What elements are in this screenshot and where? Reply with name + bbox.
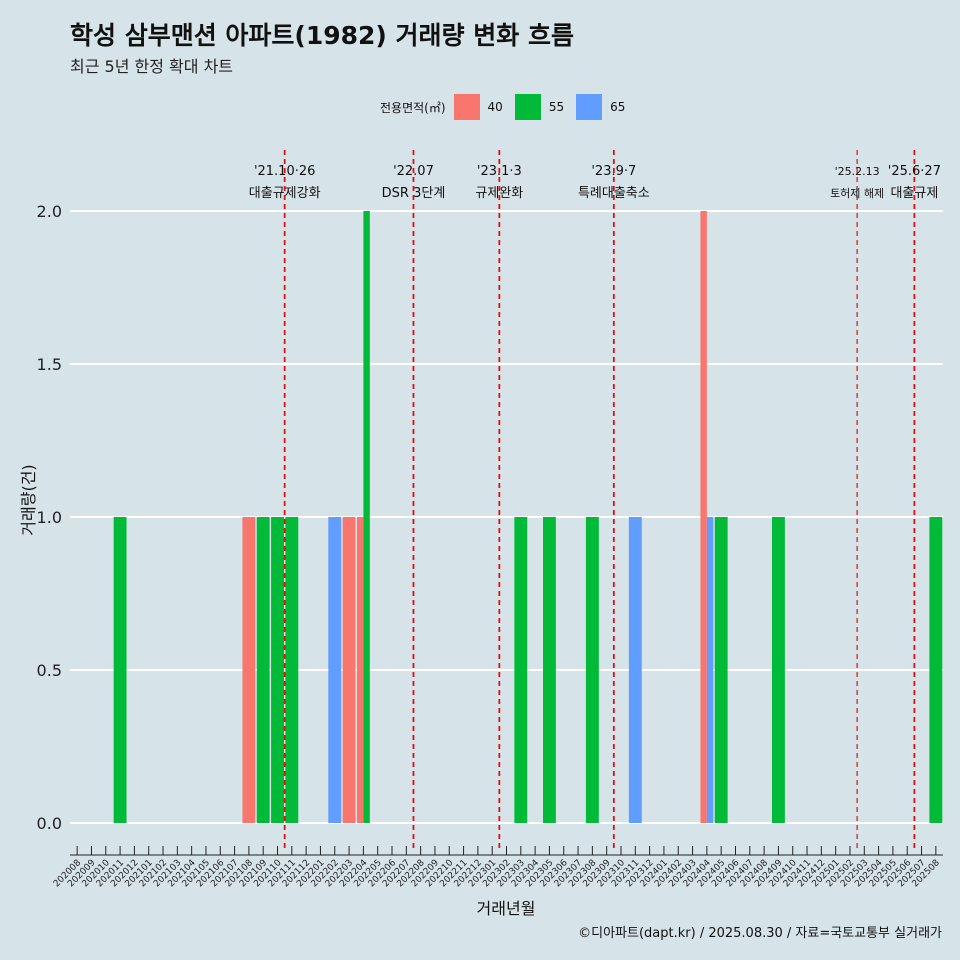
bar-202404-40 <box>700 211 707 823</box>
bar-202110-55 <box>271 517 284 823</box>
bar-202308-55 <box>585 517 599 823</box>
y-tick-label: 2.0 <box>37 202 62 221</box>
event-date-label: '25.6·27 <box>888 164 941 179</box>
event-name-label: 규제완화 <box>475 186 523 201</box>
legend-swatch-40 <box>453 94 480 120</box>
event-date-label: '22.07 <box>393 164 434 179</box>
bar-202409-55 <box>771 517 785 823</box>
bar-202405-55 <box>714 517 728 823</box>
bar-202202-65 <box>328 517 342 823</box>
event-name-label: 토허제 해제 <box>830 186 884 200</box>
x-axis-title: 거래년월 <box>477 899 536 918</box>
bar-202508-55 <box>929 517 943 823</box>
event-name-label: 대출규제강화 <box>249 186 321 201</box>
legend-label-55: 55 <box>548 100 565 114</box>
legend-swatch-65 <box>576 94 603 120</box>
event-date-label: '21.10·26 <box>254 164 315 179</box>
bar-202108-40 <box>242 517 256 823</box>
y-axis-title: 거래량(건) <box>19 464 38 535</box>
y-tick-label: 0.5 <box>37 661 62 680</box>
bar-202011-55 <box>113 517 127 823</box>
bar-202303-55 <box>514 517 528 823</box>
legend-item-40: 40 <box>453 94 503 120</box>
legend-swatch-55 <box>514 94 541 120</box>
bar-202111-55 <box>285 517 299 823</box>
legend-item-55: 55 <box>514 94 565 120</box>
legend: 전용면적(㎡) 40 55 65 <box>380 93 637 121</box>
legend-title: 전용면적(㎡) <box>380 100 446 115</box>
legend-label-40: 40 <box>487 100 503 114</box>
event-date-label: '23.1·3 <box>477 164 522 179</box>
legend-item-65: 65 <box>576 94 625 120</box>
bar-202404-65 <box>706 517 714 823</box>
bar-202203-40 <box>342 517 356 823</box>
event-date-label: '23.9·7 <box>591 164 636 179</box>
bar-202204-40 <box>356 517 364 823</box>
event-name-label: DSR 3단계 <box>382 186 446 201</box>
bar-202311-65 <box>628 517 642 823</box>
chart-subtitle: 최근 5년 한정 확대 차트 <box>70 57 234 76</box>
bar-202305-55 <box>542 517 556 823</box>
y-tick-label: 0.0 <box>37 814 62 833</box>
y-tick-label: 1.0 <box>37 508 62 527</box>
event-date-label: '25.2.13 <box>835 165 880 178</box>
y-tick-label: 1.5 <box>37 355 62 374</box>
legend-label-65: 65 <box>610 100 626 114</box>
source-caption: ©디아파트(dapt.kr) / 2025.08.30 / 자료=국토교통부 실… <box>578 926 942 941</box>
event-name-label: 특례대출축소 <box>578 186 650 201</box>
bar-202204-55 <box>363 211 370 823</box>
chart-title: 학성 삼부맨션 아파트(1982) 거래량 변화 흐름 <box>70 21 574 50</box>
bar-202109-55 <box>256 517 270 823</box>
event-name-label: 대출규제 <box>890 186 938 201</box>
